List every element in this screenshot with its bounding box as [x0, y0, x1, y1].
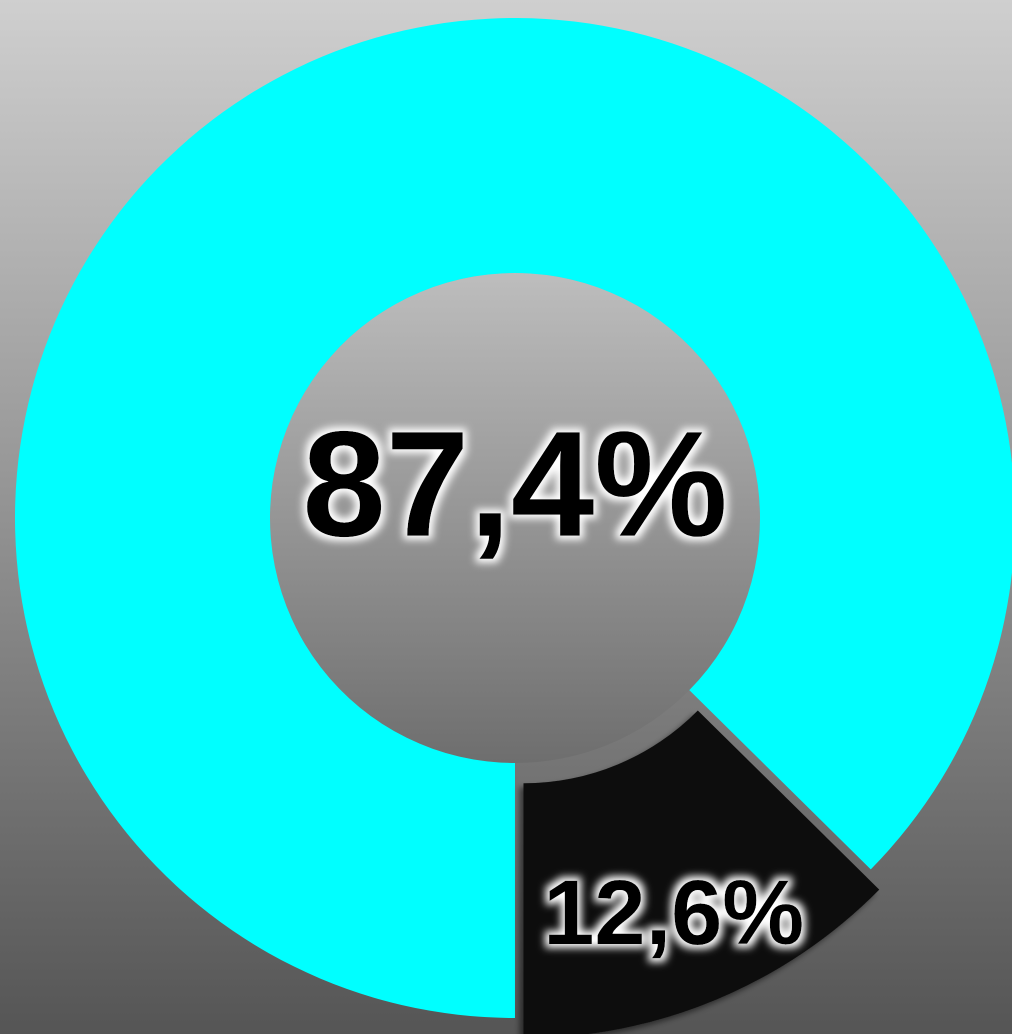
donut-segment — [523, 710, 880, 1034]
value-label: 12,6% — [543, 862, 804, 964]
donut-segment — [15, 18, 1012, 1018]
donut-hole — [270, 273, 760, 763]
value-label: 87,4% — [302, 400, 727, 568]
